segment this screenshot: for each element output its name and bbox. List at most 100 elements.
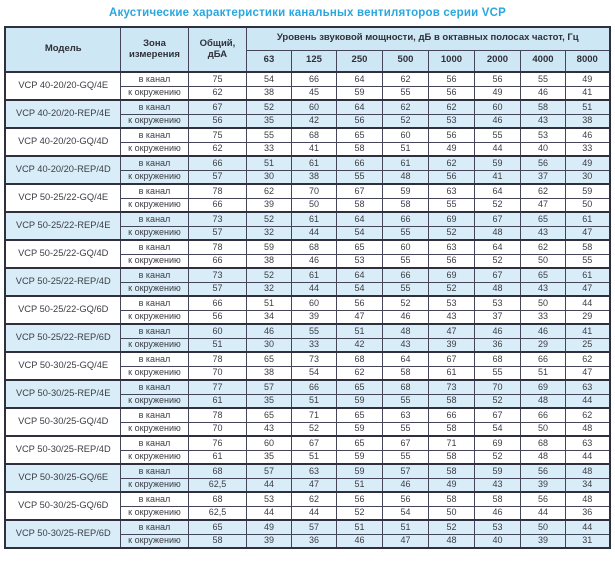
header-freq-8000: 8000: [564, 49, 611, 73]
value-cell-125hz: 60: [290, 295, 337, 311]
value-cell-250hz: 55: [335, 169, 383, 185]
value-cell-1000hz: 58: [427, 421, 475, 437]
value-cell-4000hz: 62: [519, 239, 566, 255]
model-cell: VCP 50-25/22-REP/4D: [4, 267, 121, 297]
value-cell-63hz: 38: [245, 85, 292, 101]
value-cell-2000hz: 70: [473, 379, 521, 395]
value-cell-1000hz: 52: [427, 225, 475, 241]
value-cell-1000hz: 52: [427, 281, 475, 297]
model-cell: VCP 50-30/25-GQ/6D: [4, 491, 121, 521]
value-cell-250hz: 65: [335, 435, 383, 451]
table-row-duct: VCP 40-20/20-REP/4E в канал 67 52 60 64 62 62 60…: [4, 99, 611, 129]
value-cell-2000hz: 48: [473, 225, 521, 241]
value-cell-2000hz: 53: [473, 519, 521, 535]
value-cell-2000hz: 52: [473, 393, 521, 409]
value-cell-2000hz: 41: [473, 169, 521, 185]
value-cell-2000hz: 64: [473, 183, 521, 199]
model-cell: VCP 50-25/22-GQ/4E: [4, 183, 121, 213]
model-cell: VCP 50-30/25-GQ/6E: [4, 463, 121, 493]
value-cell-1000hz: 47: [427, 323, 475, 339]
model-cell: VCP 40-20/20-REP/4D: [4, 155, 121, 185]
table-row-duct: VCP 50-25/22-REP/4D в канал 73 52 61 64 66 69 67…: [4, 267, 611, 297]
header-freq-500: 500: [381, 49, 429, 73]
total-dba-cell: 78: [187, 351, 247, 367]
zone-cell: к окружению: [119, 197, 189, 213]
total-dba-cell: 70: [187, 365, 247, 381]
value-cell-8000hz: 44: [564, 295, 611, 311]
model-cell: VCP 50-30/25-REP/4E: [4, 379, 121, 409]
value-cell-1000hz: 49: [427, 477, 475, 493]
model-cell: VCP 50-30/25-REP/4D: [4, 435, 121, 465]
value-cell-63hz: 65: [245, 351, 292, 367]
value-cell-8000hz: 44: [564, 519, 611, 535]
value-cell-500hz: 61: [381, 155, 429, 171]
header-octave-span: Уровень звуковой мощности, дБ в октавных…: [245, 26, 611, 51]
value-cell-1000hz: 71: [427, 435, 475, 451]
value-cell-8000hz: 49: [564, 155, 611, 171]
value-cell-500hz: 55: [381, 253, 429, 269]
value-cell-2000hz: 40: [473, 533, 521, 549]
value-cell-125hz: 52: [290, 421, 337, 437]
zone-cell: в канал: [119, 463, 189, 479]
value-cell-1000hz: 43: [427, 309, 475, 325]
value-cell-4000hz: 56: [519, 155, 566, 171]
value-cell-8000hz: 55: [564, 253, 611, 269]
value-cell-63hz: 43: [245, 421, 292, 437]
value-cell-2000hz: 52: [473, 253, 521, 269]
zone-cell: в канал: [119, 435, 189, 451]
value-cell-63hz: 60: [245, 435, 292, 451]
total-dba-cell: 61: [187, 449, 247, 465]
table-row-duct: VCP 50-30/25-GQ/6E в канал 68 57 63 59 57 58 59 5…: [4, 463, 611, 493]
value-cell-500hz: 58: [381, 365, 429, 381]
value-cell-125hz: 33: [290, 337, 337, 353]
value-cell-500hz: 66: [381, 211, 429, 227]
table-row-duct: VCP 50-25/22-REP/4E в канал 73 52 61 64 66 69 67…: [4, 211, 611, 241]
value-cell-4000hz: 66: [519, 407, 566, 423]
value-cell-4000hz: 68: [519, 435, 566, 451]
model-cell: VCP 50-30/25-REP/6D: [4, 519, 121, 549]
value-cell-2000hz: 37: [473, 309, 521, 325]
value-cell-2000hz: 46: [473, 505, 521, 521]
value-cell-500hz: 48: [381, 169, 429, 185]
value-cell-250hz: 58: [335, 197, 383, 213]
value-cell-1000hz: 53: [427, 113, 475, 129]
total-dba-cell: 56: [187, 113, 247, 129]
value-cell-4000hz: 48: [519, 449, 566, 465]
value-cell-250hz: 52: [335, 505, 383, 521]
model-cell: VCP 40-20/20-GQ/4D: [4, 127, 121, 157]
table-row-ambient: к окружению 70 38 54 62 58 61 55 51 47: [5, 365, 611, 381]
value-cell-250hz: 56: [335, 295, 383, 311]
value-cell-500hz: 52: [381, 295, 429, 311]
value-cell-4000hz: 46: [519, 85, 566, 101]
value-cell-4000hz: 50: [519, 295, 566, 311]
value-cell-2000hz: 52: [473, 449, 521, 465]
value-cell-2000hz: 55: [473, 365, 521, 381]
value-cell-63hz: 35: [245, 113, 292, 129]
acoustic-characteristics-table: Модель Зона измерения Общий, дБА Уровень…: [4, 26, 611, 549]
value-cell-125hz: 68: [290, 127, 337, 143]
value-cell-250hz: 65: [335, 379, 383, 395]
value-cell-500hz: 66: [381, 267, 429, 283]
model-cell: VCP 50-30/25-GQ/4E: [4, 351, 121, 381]
value-cell-125hz: 50: [290, 197, 337, 213]
value-cell-63hz: 35: [245, 393, 292, 409]
value-cell-125hz: 62: [290, 491, 337, 507]
value-cell-4000hz: 58: [519, 99, 566, 115]
value-cell-8000hz: 61: [564, 267, 611, 283]
value-cell-125hz: 51: [290, 393, 337, 409]
zone-cell: к окружению: [119, 113, 189, 129]
value-cell-1000hz: 63: [427, 183, 475, 199]
value-cell-125hz: 61: [290, 155, 337, 171]
value-cell-2000hz: 48: [473, 281, 521, 297]
value-cell-250hz: 65: [335, 239, 383, 255]
table-row-duct: VCP 50-25/22-GQ/6D в канал 66 51 60 56 52 53 53 5…: [4, 295, 611, 325]
value-cell-250hz: 65: [335, 127, 383, 143]
value-cell-4000hz: 39: [519, 477, 566, 493]
total-dba-cell: 62,5: [187, 505, 247, 521]
value-cell-1000hz: 58: [427, 463, 475, 479]
table-row-ambient: к окружению 61 35 51 59 55 58 52 48 44: [5, 449, 611, 465]
value-cell-1000hz: 56: [427, 85, 475, 101]
value-cell-250hz: 64: [335, 211, 383, 227]
value-cell-4000hz: 50: [519, 253, 566, 269]
